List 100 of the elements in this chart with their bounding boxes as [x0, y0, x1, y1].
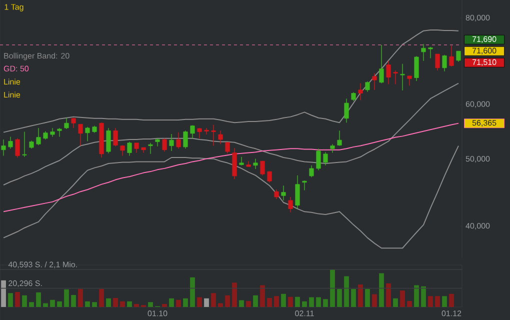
candlestick	[190, 124, 195, 139]
bar	[29, 302, 34, 307]
candlestick	[372, 72, 377, 90]
bar	[43, 303, 48, 307]
candlestick	[309, 165, 314, 178]
candlestick	[106, 128, 111, 154]
candlestick	[134, 142, 139, 154]
candlestick	[127, 141, 132, 156]
candlestick	[365, 81, 370, 92]
candlestick	[78, 124, 83, 146]
bar	[260, 285, 265, 307]
candlestick	[155, 138, 160, 147]
bar	[162, 304, 167, 307]
bar	[435, 296, 440, 307]
candlestick	[225, 142, 230, 154]
ref-line-label: 40,593 S. / 2,1 Mio.	[8, 261, 77, 268]
x-tick-label: 02.11	[295, 310, 314, 316]
bar	[372, 294, 377, 307]
bar	[421, 286, 426, 307]
candlestick	[239, 156, 244, 166]
candlestick	[120, 144, 125, 156]
candlestick	[386, 60, 391, 85]
bar	[400, 290, 405, 307]
candlestick	[267, 171, 272, 183]
candlestick	[176, 132, 181, 150]
bar	[386, 283, 391, 307]
bar	[344, 276, 349, 307]
bar	[246, 300, 251, 307]
candlestick	[323, 152, 328, 166]
bar	[337, 288, 342, 307]
bar	[127, 301, 132, 307]
bar	[302, 301, 307, 307]
candlestick	[246, 160, 251, 167]
bar	[407, 300, 412, 307]
bar	[113, 298, 118, 307]
candlestick	[253, 158, 258, 170]
chart-subtitle: 1 Tag	[4, 4, 24, 12]
candlestick	[316, 148, 321, 171]
x-tick-label: 01.12	[442, 310, 462, 316]
candlestick	[1, 139, 6, 156]
bar	[393, 298, 398, 307]
bar	[449, 294, 454, 307]
candlestick	[407, 76, 412, 86]
bar	[92, 302, 97, 307]
text: 71,690	[472, 36, 496, 43]
candlestick	[274, 189, 279, 200]
candlestick	[281, 185, 286, 201]
candlestick	[85, 126, 90, 142]
candlestick	[113, 128, 118, 147]
text: GD: 50	[4, 66, 29, 72]
bar	[183, 298, 188, 307]
y-tick-label: 40,000	[466, 222, 490, 230]
candlestick	[288, 196, 293, 213]
bar	[267, 298, 272, 307]
bar	[211, 293, 216, 307]
text: Bollinger Band: 20	[4, 52, 70, 60]
candlestick	[148, 142, 153, 154]
bar	[1, 280, 6, 307]
bar	[295, 296, 300, 307]
bar	[8, 293, 13, 307]
candlestick	[393, 70, 398, 85]
bar	[281, 294, 286, 307]
bar	[225, 295, 230, 307]
annotation: Linie	[4, 92, 20, 98]
bar	[330, 269, 335, 307]
candlestick	[456, 50, 461, 62]
bar	[169, 298, 174, 307]
candlestick	[57, 128, 62, 138]
candlestick	[379, 44, 384, 84]
bar	[253, 295, 258, 307]
bar	[232, 282, 237, 307]
bar	[197, 297, 202, 307]
candlestick	[211, 124, 216, 146]
text: 71,600	[472, 48, 496, 54]
candlestick	[428, 46, 433, 59]
bar	[176, 300, 181, 307]
y-tick-label: 60,000	[466, 101, 490, 108]
bar	[148, 302, 153, 307]
text: 71,510	[472, 59, 496, 66]
bar	[358, 284, 363, 307]
candlestick	[337, 130, 342, 146]
bar	[22, 295, 27, 307]
bar	[204, 298, 209, 307]
bar	[379, 273, 384, 307]
bar	[78, 288, 83, 307]
candlestick	[64, 118, 69, 130]
bar	[64, 289, 69, 307]
bar	[309, 297, 314, 307]
bar	[50, 300, 55, 307]
bar	[442, 296, 447, 307]
bar	[106, 298, 111, 307]
candlestick	[218, 130, 223, 144]
bar	[414, 285, 419, 307]
candlestick	[449, 45, 454, 67]
candlestick	[435, 54, 440, 71]
bar	[428, 296, 433, 307]
candlestick	[295, 174, 300, 210]
bar	[134, 304, 139, 307]
candlestick	[414, 56, 419, 82]
bar	[274, 296, 279, 307]
